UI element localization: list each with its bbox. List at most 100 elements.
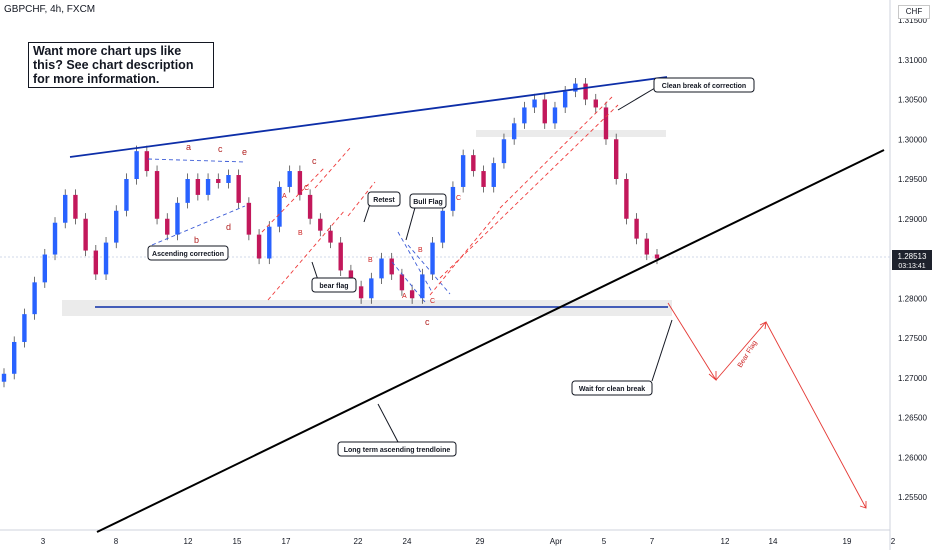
symbol-label: GBPCHF, 4h, FXCM	[4, 4, 96, 15]
long-term-trendline	[96, 149, 885, 533]
y-tick-label: 1.31000	[898, 56, 927, 65]
candle-up	[124, 179, 129, 211]
candle-down	[73, 194, 78, 219]
candle-down	[195, 179, 201, 195]
candle-down	[471, 155, 476, 172]
x-tick-label: 8	[114, 537, 119, 546]
support-zone	[62, 300, 672, 316]
candle-up	[114, 210, 119, 243]
candle-up	[52, 222, 58, 255]
wave-label-a: a	[186, 142, 191, 152]
candle-down	[318, 218, 323, 231]
y-tick-label: 1.30000	[898, 135, 927, 144]
x-tick-label: 14	[769, 537, 778, 546]
candle-up	[562, 91, 568, 108]
x-tick-label: 19	[843, 537, 852, 546]
candle-down	[583, 83, 588, 100]
svg-text:Long term ascending trendloine: Long term ascending trendloine	[344, 447, 451, 454]
x-tick-label: Apr	[550, 537, 563, 546]
annotation-bull-flag: Bull Flag	[405, 193, 447, 241]
candle-down	[613, 139, 619, 179]
wave-label-c: c	[218, 144, 223, 154]
x-tick-label: 12	[721, 537, 730, 546]
price-tag: 1.28513 03:13:41	[892, 250, 932, 270]
wave-label-C2: C	[430, 298, 435, 305]
candle-down	[256, 234, 262, 259]
wave-label-B3: B	[368, 257, 373, 264]
wave-label-B2: B	[418, 247, 423, 254]
wave-label-e: e	[242, 147, 247, 157]
candle-up	[511, 123, 517, 140]
candle-up	[12, 341, 17, 374]
projection-arrows	[667, 302, 867, 509]
candle-up	[379, 258, 384, 279]
candle-up	[42, 254, 48, 283]
candle-down	[593, 99, 598, 108]
candle-up	[226, 175, 231, 183]
candle-up	[205, 179, 211, 195]
wave-label-c1: c	[312, 156, 317, 166]
svg-text:Clean break of correction: Clean break of correction	[662, 83, 746, 90]
candle-up	[532, 99, 537, 108]
candle-up	[420, 274, 425, 299]
candle-up	[450, 186, 456, 211]
candle-down	[409, 290, 415, 299]
correction-lines	[147, 158, 451, 303]
candle-down	[216, 179, 221, 183]
candle-up	[22, 314, 27, 342]
candle-down	[297, 171, 303, 195]
y-tick-label: 1.26500	[898, 414, 927, 423]
candle-up	[287, 171, 292, 187]
svg-text:Ascending correction: Ascending correction	[152, 251, 224, 258]
candle-up	[185, 179, 190, 203]
y-tick-label: 1.30500	[898, 96, 927, 105]
svg-text:1.28513: 1.28513	[898, 252, 927, 261]
y-tick-label: 1.27500	[898, 334, 927, 343]
candle-up	[440, 210, 445, 243]
annotation-ascending-correction: Ascending correction	[147, 245, 229, 261]
candle-down	[542, 99, 547, 124]
candle-down	[165, 218, 170, 235]
candle-up	[134, 151, 139, 179]
candle-up	[63, 194, 68, 223]
svg-text:bear flag: bear flag	[319, 283, 348, 290]
wave-label-c2: c	[425, 317, 430, 327]
wave-label-A1: A	[282, 193, 287, 200]
candle-down	[154, 171, 160, 219]
candle-up	[103, 242, 109, 275]
y-tick-label: 1.31500	[898, 16, 927, 25]
candle-down	[624, 179, 629, 219]
x-tick-label: 3	[41, 537, 46, 546]
x-tick-label: 29	[476, 537, 485, 546]
flag-channels	[261, 96, 619, 301]
annotation-long-term: Long term ascending trendloine	[337, 403, 457, 457]
svg-text:03:13:41: 03:13:41	[898, 263, 925, 270]
candle-up	[32, 282, 37, 315]
candle-down	[603, 107, 609, 140]
candle-up	[175, 202, 180, 235]
candle-down	[83, 218, 88, 251]
candle-down	[389, 258, 394, 275]
candle-down	[634, 218, 639, 239]
x-tick-label: 7	[650, 537, 655, 546]
candle-down	[144, 151, 150, 172]
annotation-wait-break: Wait for clean break	[571, 319, 673, 396]
candle-up	[277, 186, 282, 227]
candle-down	[328, 230, 333, 243]
svg-text:Retest: Retest	[373, 197, 395, 204]
x-tick-label: 15	[233, 537, 242, 546]
annotation-retest: Retest	[363, 191, 401, 223]
candlestick-series	[1, 78, 660, 388]
wave-label-C3: C	[456, 195, 461, 202]
candle-up	[460, 155, 466, 187]
currency-badge[interactable]: CHF	[898, 5, 930, 19]
y-tick-label: 1.29000	[898, 215, 927, 224]
wave-label-d: d	[226, 222, 231, 232]
annotation-clean-break: Clean break of correction	[617, 77, 755, 111]
candle-down	[246, 202, 252, 235]
candle-up	[430, 242, 435, 275]
x-tick-label: 22	[354, 537, 363, 546]
upper-trendline	[69, 76, 668, 158]
y-tick-label: 1.29500	[898, 175, 927, 184]
